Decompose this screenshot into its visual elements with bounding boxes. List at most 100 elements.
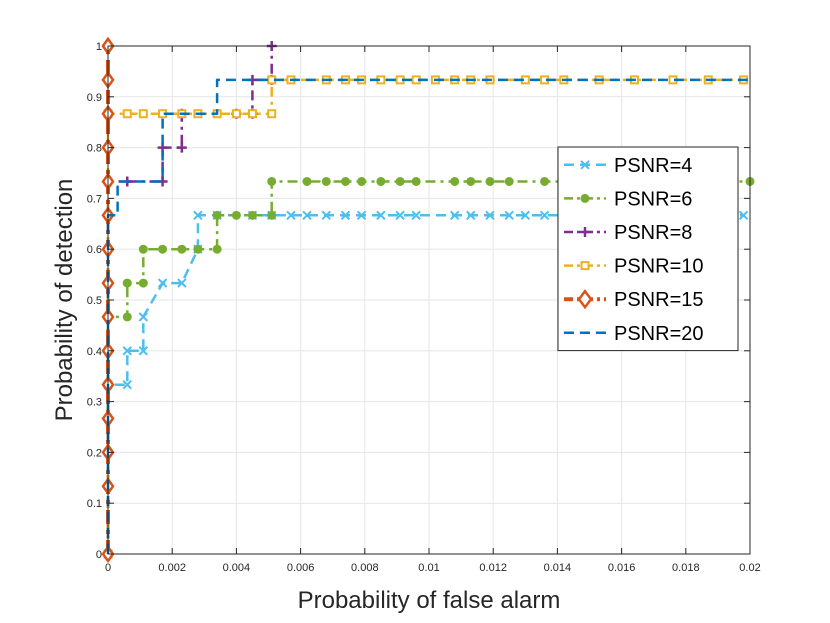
y-tick-label: 0.8 bbox=[87, 143, 102, 155]
y-tick-label: 0.7 bbox=[87, 193, 102, 205]
data-point bbox=[449, 210, 460, 221]
data-point bbox=[138, 278, 148, 288]
data-point bbox=[411, 210, 421, 221]
y-axis-title: Probability of detection bbox=[51, 179, 78, 422]
x-tick-label: 0.014 bbox=[544, 562, 572, 574]
x-tick-label: 0.004 bbox=[223, 562, 251, 574]
data-point bbox=[738, 210, 749, 221]
data-point bbox=[340, 210, 351, 221]
data-point bbox=[122, 312, 132, 322]
y-tick-label: 0.9 bbox=[87, 92, 102, 104]
data-point bbox=[267, 176, 277, 186]
data-point bbox=[321, 176, 331, 186]
data-point bbox=[286, 210, 296, 221]
data-point bbox=[138, 346, 149, 356]
data-point bbox=[356, 210, 367, 221]
legend-label: PSNR=8 bbox=[614, 222, 692, 244]
data-point bbox=[267, 210, 277, 220]
legend-entry: PSNR=15 bbox=[564, 289, 704, 311]
legend-label: PSNR=20 bbox=[614, 323, 704, 345]
data-point bbox=[539, 210, 550, 221]
data-point bbox=[247, 109, 257, 119]
legend-entry: PSNR=8 bbox=[564, 222, 692, 244]
legend-entry: PSNR=10 bbox=[564, 256, 704, 278]
y-tick-label: 0.4 bbox=[87, 346, 102, 358]
data-point bbox=[122, 278, 132, 288]
legend-entry: PSNR=6 bbox=[564, 188, 692, 210]
y-tick-label: 0.6 bbox=[87, 244, 102, 256]
data-point bbox=[157, 278, 168, 288]
data-point bbox=[138, 312, 149, 322]
data-point bbox=[357, 176, 367, 186]
data-point bbox=[212, 210, 222, 220]
data-point bbox=[520, 210, 531, 221]
x-tick-label: 0.016 bbox=[608, 562, 636, 574]
legend-marker bbox=[577, 289, 593, 310]
y-tick-label: 0.5 bbox=[87, 295, 102, 307]
series-line bbox=[106, 78, 750, 554]
data-point bbox=[177, 278, 187, 288]
x-tick-label: 0.012 bbox=[479, 562, 507, 574]
data-point bbox=[193, 210, 203, 221]
legend: PSNR=4 PSNR=6 PSNR=8 PSNR=10 PSNR=15 PSNR=20 bbox=[557, 146, 739, 352]
data-point bbox=[122, 346, 132, 356]
legend-marker bbox=[580, 261, 590, 271]
legend-marker bbox=[580, 193, 590, 203]
x-tick-label: 0 bbox=[105, 562, 111, 574]
data-point bbox=[122, 379, 132, 390]
data-point bbox=[395, 210, 405, 221]
data-point bbox=[267, 109, 277, 119]
data-point bbox=[247, 210, 257, 220]
x-tick-label: 0.01 bbox=[418, 562, 439, 574]
data-point bbox=[122, 109, 132, 119]
data-point bbox=[485, 210, 495, 221]
data-point bbox=[485, 176, 495, 186]
y-tick-label: 0 bbox=[96, 549, 102, 561]
legend-label: PSNR=4 bbox=[614, 155, 692, 177]
x-tick-label: 0.006 bbox=[287, 562, 315, 574]
x-tick-label: 0.002 bbox=[158, 562, 186, 574]
data-point bbox=[504, 210, 514, 221]
data-point bbox=[466, 176, 476, 186]
series-layer bbox=[101, 36, 755, 564]
data-point bbox=[176, 142, 187, 153]
legend-label: PSNR=15 bbox=[614, 289, 704, 311]
x-tick-label: 0.02 bbox=[739, 562, 760, 574]
data-point bbox=[411, 176, 421, 186]
legend-entry: PSNR=4 bbox=[564, 155, 692, 177]
legend-entry: PSNR=20 bbox=[564, 323, 704, 345]
legend-box bbox=[557, 146, 739, 352]
data-point bbox=[450, 176, 460, 186]
data-point bbox=[376, 210, 386, 221]
data-point bbox=[302, 176, 312, 186]
data-point bbox=[177, 244, 187, 254]
data-point bbox=[395, 176, 405, 186]
y-tick-label: 0.3 bbox=[87, 397, 102, 409]
data-point bbox=[231, 210, 241, 220]
y-tick-label: 1 bbox=[96, 41, 102, 53]
legend-label: PSNR=10 bbox=[614, 256, 704, 278]
data-point bbox=[540, 176, 550, 186]
data-point bbox=[504, 176, 514, 186]
x-tick-label: 0.018 bbox=[672, 562, 700, 574]
series-psnr-20 bbox=[106, 78, 750, 554]
legend-label: PSNR=6 bbox=[614, 188, 692, 210]
data-point bbox=[158, 244, 168, 254]
data-point bbox=[466, 210, 476, 221]
data-point bbox=[341, 176, 351, 186]
data-point bbox=[138, 244, 148, 254]
data-point bbox=[376, 176, 386, 186]
data-point bbox=[231, 109, 241, 119]
legend-marker bbox=[580, 227, 590, 237]
x-axis-title: Probability of false alarm bbox=[298, 587, 561, 614]
x-tick-label: 0.008 bbox=[351, 562, 379, 574]
data-point bbox=[138, 109, 148, 119]
data-point bbox=[193, 244, 203, 254]
legend-marker bbox=[580, 160, 590, 170]
ticks: 0 0.002 0.004 0.006 0.008 0.01 0.012 0.014 0.016… bbox=[87, 41, 761, 574]
y-tick-label: 0.2 bbox=[87, 447, 102, 459]
data-point bbox=[321, 210, 331, 221]
y-tick-label: 0.1 bbox=[87, 498, 102, 510]
data-point bbox=[302, 210, 312, 221]
